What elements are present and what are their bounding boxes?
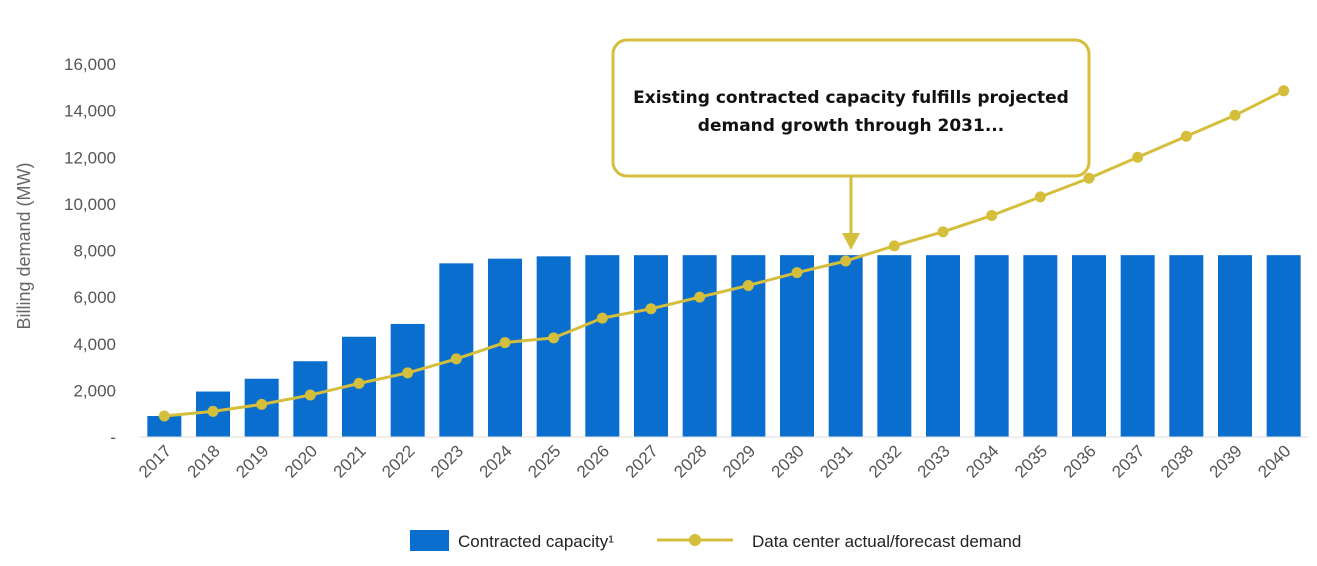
- line-point: [888, 240, 900, 252]
- line-point: [207, 405, 219, 417]
- x-tick-label: 2021: [330, 441, 370, 481]
- bar: [877, 255, 912, 437]
- line-point: [304, 389, 316, 401]
- line-point: [450, 353, 462, 365]
- y-tick-label: 14,000: [64, 102, 116, 121]
- x-tick-label: 2020: [281, 441, 321, 481]
- bar: [1218, 255, 1252, 437]
- line-point: [1229, 109, 1241, 121]
- line-point: [1132, 151, 1144, 163]
- bar: [1072, 255, 1106, 437]
- y-tick-label: 6,000: [73, 288, 116, 307]
- line-point: [742, 279, 754, 291]
- line-point: [353, 377, 365, 389]
- legend-swatch-marker: [689, 534, 701, 546]
- bar: [1120, 255, 1155, 437]
- line-point: [1180, 130, 1192, 142]
- y-tick-label: 2,000: [73, 381, 116, 400]
- x-tick-label: 2038: [1157, 441, 1197, 481]
- x-tick-label: 2034: [962, 441, 1002, 481]
- x-tick-label: 2019: [232, 441, 272, 481]
- x-tick-label: 2030: [768, 441, 808, 481]
- legend-label-bar: Contracted capacity¹: [458, 532, 614, 551]
- x-tick-label: 2031: [816, 441, 856, 481]
- y-tick-label: 10,000: [64, 195, 116, 214]
- bar: [390, 323, 425, 437]
- legend-swatch-bar: [410, 530, 449, 551]
- line-point: [596, 312, 608, 324]
- x-tick-label: 2028: [670, 441, 710, 481]
- x-tick-label: 2029: [719, 441, 759, 481]
- bar: [780, 255, 814, 437]
- callout-arrow-head: [842, 233, 860, 250]
- x-tick-label: 2039: [1206, 441, 1246, 481]
- bar: [147, 416, 182, 437]
- callout-text-line-1: Existing contracted capacity fulfills pr…: [633, 88, 1069, 108]
- bar: [439, 263, 474, 437]
- line-point: [1034, 191, 1046, 203]
- line-point: [645, 303, 657, 315]
- x-tick-label: 2040: [1254, 441, 1294, 481]
- line-point: [158, 410, 170, 422]
- y-axis-ticks: - 2,000 4,000 6,000 8,000 10,000 12,000 14,000 1…: [64, 55, 116, 447]
- x-tick-label: 2017: [135, 441, 175, 481]
- x-tick-label: 2035: [1011, 441, 1051, 481]
- bar: [926, 255, 960, 437]
- y-axis-label: Billing demand (MW): [14, 162, 34, 329]
- line-point: [791, 267, 803, 279]
- x-tick-label: 2032: [865, 441, 905, 481]
- y-tick-label: 12,000: [64, 148, 116, 167]
- bar-series: [147, 255, 1301, 437]
- bar: [1023, 255, 1058, 437]
- bar: [1266, 255, 1301, 437]
- x-tick-label: 2022: [378, 441, 418, 481]
- y-tick-label: 4,000: [73, 335, 116, 354]
- callout-box: [611, 38, 1091, 178]
- legend-label-line: Data center actual/forecast demand: [752, 532, 1021, 551]
- line-point: [694, 291, 706, 303]
- line-point: [937, 226, 949, 238]
- line-point: [1278, 85, 1290, 97]
- line-point: [840, 255, 852, 267]
- y-tick-label: -: [110, 428, 116, 447]
- x-axis-ticks: 2017 2018 2019 2020 2021 2022 2023 2024 2025 2026…: [135, 441, 1295, 481]
- x-tick-label: 2025: [524, 441, 564, 481]
- callout-text-line-2: demand growth through 2031...: [698, 116, 1004, 136]
- callout: Existing contracted capacity fulfills pr…: [611, 38, 1091, 250]
- y-tick-label: 8,000: [73, 242, 116, 261]
- x-tick-label: 2023: [427, 441, 467, 481]
- x-tick-label: 2027: [622, 441, 662, 481]
- x-tick-label: 2024: [476, 441, 516, 481]
- bar: [634, 255, 668, 437]
- line-point: [499, 337, 511, 349]
- series-line: [164, 89, 1285, 418]
- bar: [828, 255, 863, 437]
- bar: [682, 255, 717, 437]
- bar: [1169, 255, 1204, 437]
- line-point: [402, 367, 414, 379]
- x-tick-label: 2037: [1108, 441, 1148, 481]
- x-tick-label: 2026: [573, 441, 613, 481]
- y-tick-label: 16,000: [64, 55, 116, 74]
- bar: [585, 255, 620, 437]
- x-tick-label: 2033: [914, 441, 954, 481]
- line-point: [986, 210, 998, 222]
- x-tick-label: 2018: [184, 441, 224, 481]
- bar: [536, 256, 571, 437]
- line-point: [548, 332, 560, 344]
- line-point: [1083, 172, 1095, 184]
- line-series: [158, 85, 1290, 422]
- line-point: [256, 398, 268, 410]
- legend: Contracted capacity¹ Data center actual/…: [410, 530, 1021, 551]
- x-tick-label: 2036: [1060, 441, 1100, 481]
- bar: [974, 255, 1009, 437]
